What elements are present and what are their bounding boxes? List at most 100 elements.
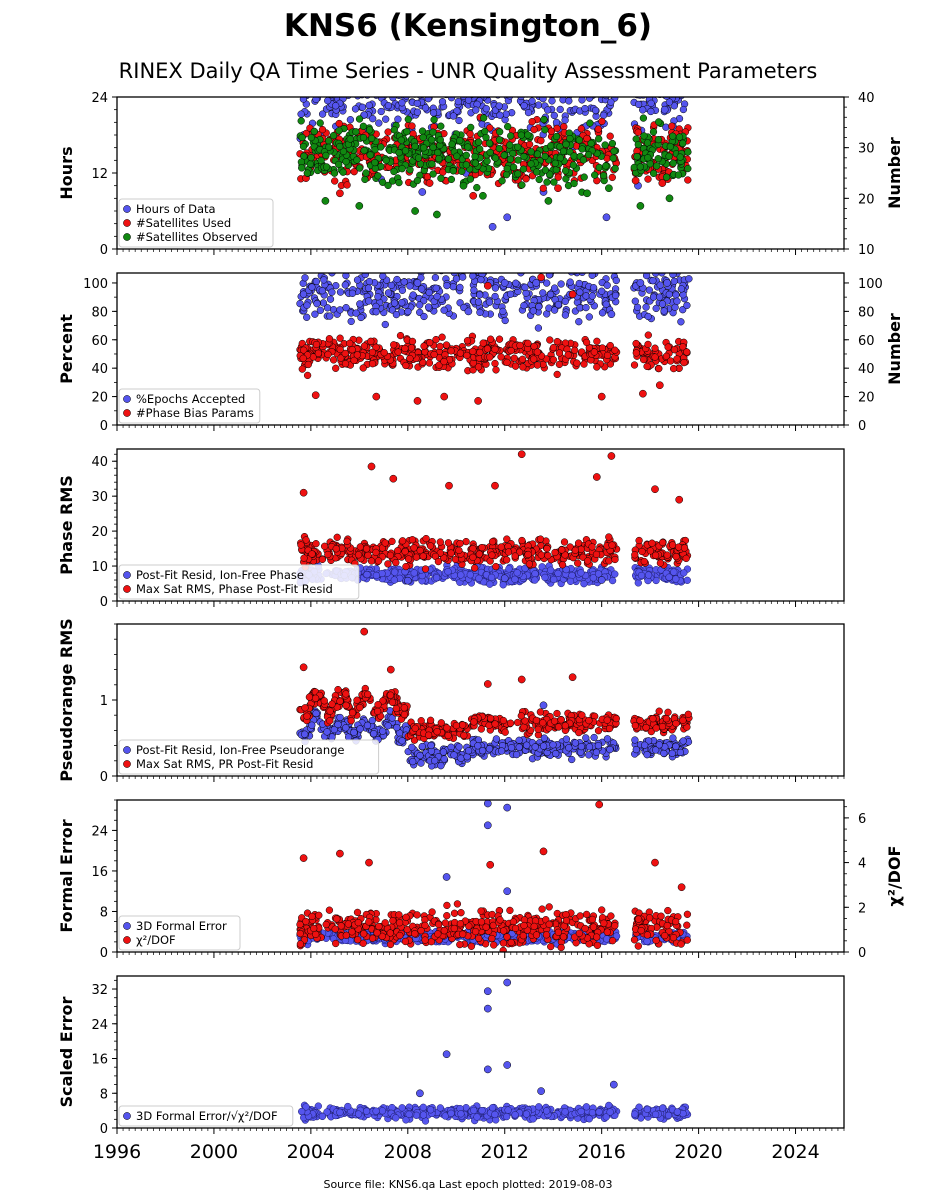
data-point	[509, 163, 518, 171]
data-point	[462, 537, 470, 546]
data-point	[408, 743, 416, 751]
data-point	[370, 730, 378, 738]
data-point	[371, 158, 379, 167]
data-point	[556, 105, 564, 114]
data-point	[592, 748, 601, 756]
data-point	[669, 88, 676, 95]
data-point	[575, 279, 583, 288]
data-point	[642, 303, 650, 311]
data-point	[684, 148, 692, 156]
y-tick-label: 0	[100, 595, 108, 610]
data-point	[649, 169, 658, 178]
data-point	[643, 751, 651, 759]
data-point	[356, 164, 364, 172]
data-point	[419, 133, 427, 142]
data-point	[334, 720, 342, 729]
data-point	[417, 759, 425, 767]
y-right-tick-label: 100	[858, 277, 883, 292]
data-point	[336, 142, 344, 151]
data-point	[390, 341, 398, 349]
data-point	[608, 541, 616, 549]
data-point	[676, 153, 684, 161]
legend-label: Hours of Data	[136, 202, 216, 216]
data-point	[574, 559, 582, 567]
data-point	[672, 575, 680, 583]
data-point	[486, 124, 494, 132]
data-point	[352, 84, 359, 91]
outlier-point	[631, 176, 640, 185]
data-point	[413, 99, 421, 108]
data-point	[538, 84, 545, 91]
data-point	[519, 88, 526, 95]
outlier-point	[403, 576, 412, 585]
data-point	[346, 116, 355, 124]
outlier-point	[651, 485, 659, 494]
y-axis-label: Hours	[57, 146, 76, 199]
data-point	[655, 118, 663, 126]
data-point	[324, 550, 332, 559]
y-right-tick-label: 0	[858, 419, 866, 434]
data-point	[318, 125, 327, 134]
data-point	[585, 743, 594, 751]
data-point	[436, 136, 444, 144]
data-point	[666, 142, 674, 151]
data-point	[504, 122, 512, 131]
data-point	[325, 143, 333, 151]
data-point	[514, 156, 522, 164]
data-point	[354, 262, 361, 269]
data-point	[517, 97, 519, 98]
data-point	[392, 558, 400, 567]
data-point	[520, 101, 528, 110]
data-point	[675, 133, 684, 141]
data-point	[632, 339, 640, 348]
data-point	[452, 275, 461, 283]
data-point	[550, 178, 558, 186]
data-point	[359, 122, 368, 130]
data-point	[606, 132, 614, 140]
data-point	[406, 166, 414, 174]
data-point	[608, 139, 617, 148]
legend-label: %Epochs Accepted	[136, 392, 245, 406]
data-point	[321, 84, 328, 91]
y-right-tick-label: 20	[858, 391, 875, 406]
data-point	[644, 340, 652, 349]
data-point	[298, 164, 306, 172]
data-point	[356, 543, 364, 551]
data-point	[646, 547, 655, 555]
data-point	[635, 536, 643, 545]
data-point	[424, 97, 432, 103]
data-point	[561, 88, 568, 95]
data-point	[382, 89, 389, 96]
data-point	[514, 143, 522, 151]
data-point	[668, 122, 676, 130]
data-point	[605, 557, 613, 565]
data-point	[557, 280, 565, 288]
data-point	[417, 83, 424, 90]
data-point	[585, 84, 592, 91]
outlier-point	[445, 481, 453, 490]
data-point	[374, 293, 382, 301]
data-point	[552, 83, 559, 90]
series-2	[297, 450, 692, 573]
data-point	[658, 273, 666, 277]
data-point	[545, 273, 554, 279]
data-point	[479, 339, 487, 347]
data-point	[555, 360, 564, 369]
data-point	[332, 545, 340, 553]
data-point	[519, 257, 526, 264]
data-point	[348, 346, 356, 354]
data-point	[642, 273, 651, 280]
data-point	[419, 89, 426, 96]
data-point	[670, 346, 679, 354]
data-point	[352, 309, 360, 317]
data-point	[420, 144, 428, 152]
data-point	[649, 128, 658, 136]
data-point	[530, 342, 538, 351]
data-point	[588, 292, 596, 300]
data-point	[336, 713, 344, 722]
data-point	[499, 307, 507, 316]
data-point	[300, 346, 308, 354]
data-point	[634, 128, 642, 136]
data-point	[408, 122, 416, 130]
